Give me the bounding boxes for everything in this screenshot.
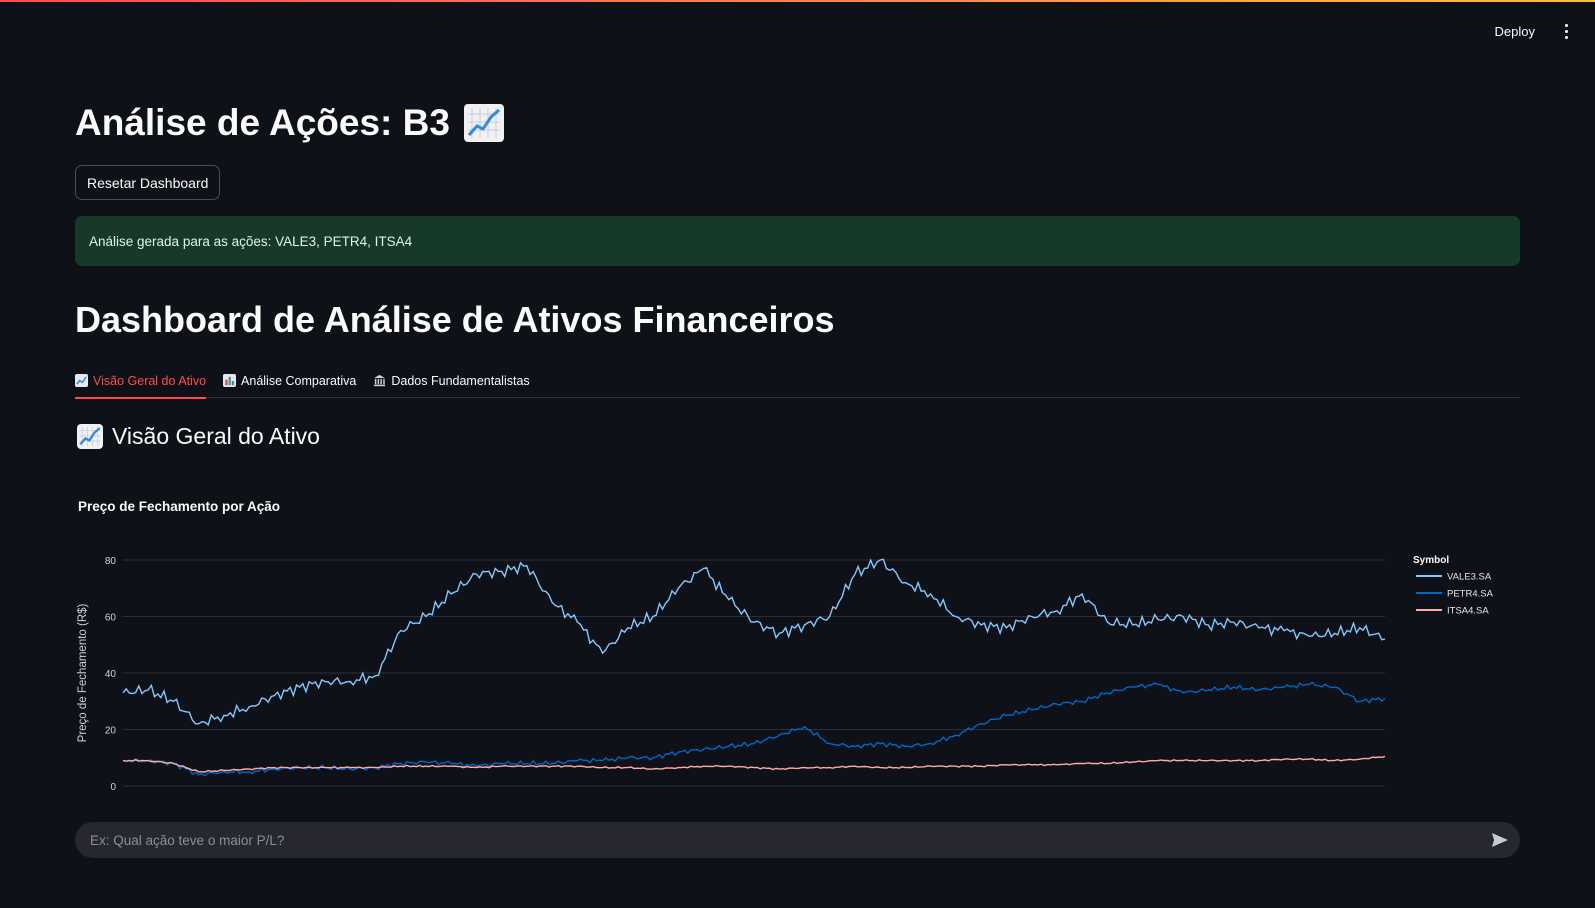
y-tick-label: 80 bbox=[105, 556, 117, 567]
tab-label: Visão Geral do Ativo bbox=[93, 373, 207, 388]
tab-bar: Visão Geral do Ativo Análise Comparativa… bbox=[75, 364, 1520, 399]
bar-chart-icon bbox=[223, 374, 237, 387]
dashboard-title: Dashboard de Análise de Ativos Financeir… bbox=[75, 299, 835, 340]
reset-dashboard-button[interactable]: Resetar Dashboard bbox=[75, 165, 221, 200]
chart-title: Preço de Fechamento por Ação bbox=[78, 499, 281, 514]
chat-input-bar bbox=[75, 821, 1520, 859]
success-message: Análise gerada para as ações: VALE3, PET… bbox=[89, 233, 413, 249]
top-toolbar: Deploy bbox=[1487, 18, 1575, 45]
chart-increasing-icon bbox=[463, 104, 504, 142]
closing-price-chart: 0 20 40 60 80 Preço de Fechamento (R$) Symbol V… bbox=[75, 487, 1520, 810]
main-menu-icon[interactable] bbox=[1557, 20, 1575, 44]
tab-visao-geral[interactable]: Visão Geral do Ativo bbox=[75, 364, 207, 399]
success-alert: Análise gerada para as ações: VALE3, PET… bbox=[75, 216, 1520, 266]
bank-icon bbox=[374, 374, 386, 387]
series-line-vale3-sa bbox=[122, 558, 1386, 726]
legend-label: VALE3.SA bbox=[1447, 572, 1492, 583]
series-line-itsa4-sa bbox=[122, 755, 1386, 773]
tab-dados-fundamentalistas[interactable]: Dados Fundamentalistas bbox=[373, 364, 530, 397]
chart-increasing-icon bbox=[75, 374, 88, 387]
line-chart[interactable]: 0 20 40 60 80 Preço de Fechamento (R$) Symbol V… bbox=[75, 487, 1520, 810]
legend-label: PETR4.SA bbox=[1447, 589, 1494, 600]
chat-input[interactable] bbox=[75, 821, 1480, 859]
y-tick-label: 0 bbox=[110, 782, 116, 793]
app-title: Análise de Ações: B3 bbox=[75, 102, 504, 144]
y-tick-label: 60 bbox=[105, 613, 117, 624]
y-axis-label: Preço de Fechamento (R$) bbox=[77, 603, 89, 742]
tab-label: Dados Fundamentalistas bbox=[391, 373, 530, 388]
chart-increasing-icon bbox=[77, 424, 103, 449]
send-icon[interactable] bbox=[1480, 822, 1520, 858]
y-tick-label: 40 bbox=[105, 669, 117, 680]
deploy-button[interactable]: Deploy bbox=[1487, 18, 1543, 45]
y-tick-label: 20 bbox=[105, 726, 117, 737]
app-title-text: Análise de Ações: B3 bbox=[75, 102, 450, 143]
legend-title: Symbol bbox=[1413, 555, 1449, 566]
top-accent-bar bbox=[0, 0, 1595, 2]
legend-label: ITSA4.SA bbox=[1447, 606, 1489, 617]
tab-analise-comparativa[interactable]: Análise Comparativa bbox=[223, 364, 356, 397]
section-title-text: Visão Geral do Ativo bbox=[112, 423, 320, 449]
tab-label: Análise Comparativa bbox=[241, 373, 357, 388]
section-title: Visão Geral do Ativo bbox=[77, 423, 320, 450]
